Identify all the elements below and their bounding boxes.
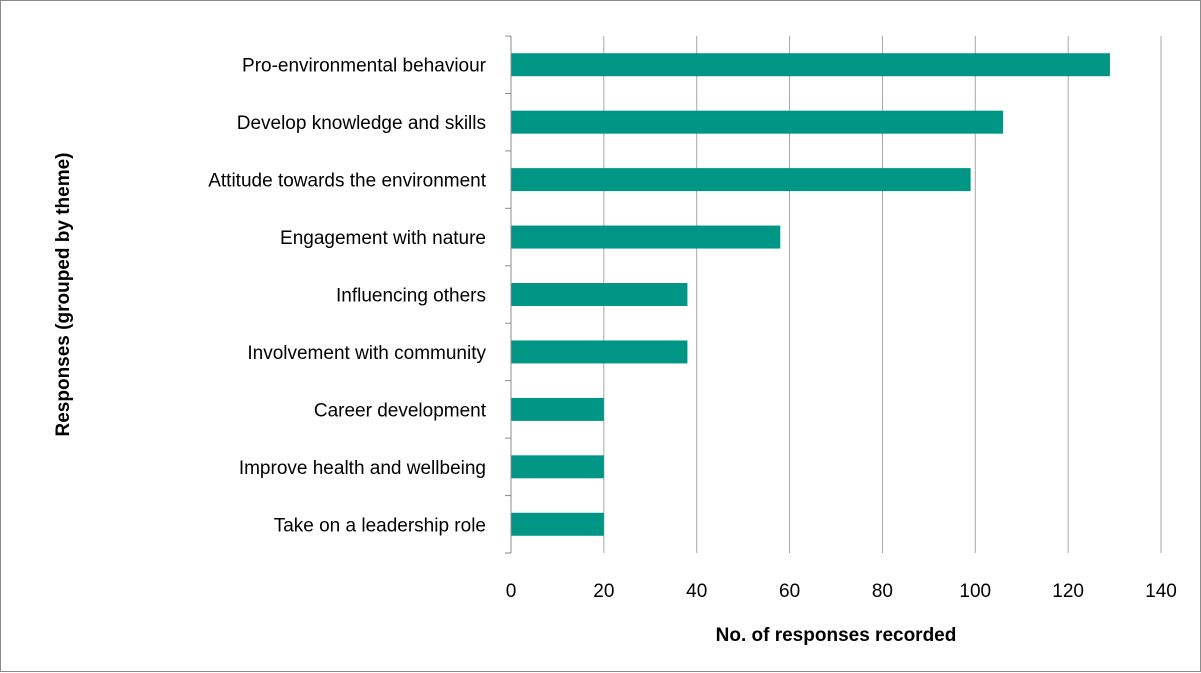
category-label: Attitude towards the environment: [208, 171, 486, 192]
x-tick-label: 20: [593, 581, 614, 602]
tick-labels: 0 20 40 60 80 100 120 140: [506, 581, 1177, 602]
x-tick-label: 60: [779, 581, 800, 602]
x-tick-label: 0: [506, 581, 517, 602]
category-label: Improve health and wellbeing: [239, 458, 486, 479]
category-labels: Pro-environmental behaviour Develop knowl…: [208, 56, 486, 537]
bar: [511, 110, 1004, 134]
x-tick-label: 100: [959, 581, 991, 602]
category-label: Engagement with nature: [280, 228, 486, 249]
x-tick-label: 40: [686, 581, 707, 602]
bars: [511, 53, 1110, 536]
bar: [511, 512, 604, 536]
bar: [511, 455, 604, 479]
x-axis-title: No. of responses recorded: [716, 625, 957, 646]
x-tick-label: 140: [1145, 581, 1177, 602]
category-label: Take on a leadership role: [274, 515, 486, 536]
category-label: Develop knowledge and skills: [237, 113, 486, 134]
y-axis-title: Responses (grouped by theme): [53, 153, 74, 437]
x-tick-label: 120: [1052, 581, 1084, 602]
bar: [511, 397, 604, 421]
bar: [511, 225, 781, 249]
category-label: Career development: [314, 400, 487, 421]
category-label: Influencing others: [336, 286, 486, 307]
category-label: Pro-environmental behaviour: [242, 56, 487, 77]
bar: [511, 340, 688, 364]
axes: [505, 35, 512, 554]
bar: [511, 53, 1110, 77]
bar: [511, 283, 688, 306]
bar: [511, 168, 971, 192]
x-tick-label: 80: [872, 581, 893, 602]
category-label: Involvement with community: [247, 343, 486, 364]
